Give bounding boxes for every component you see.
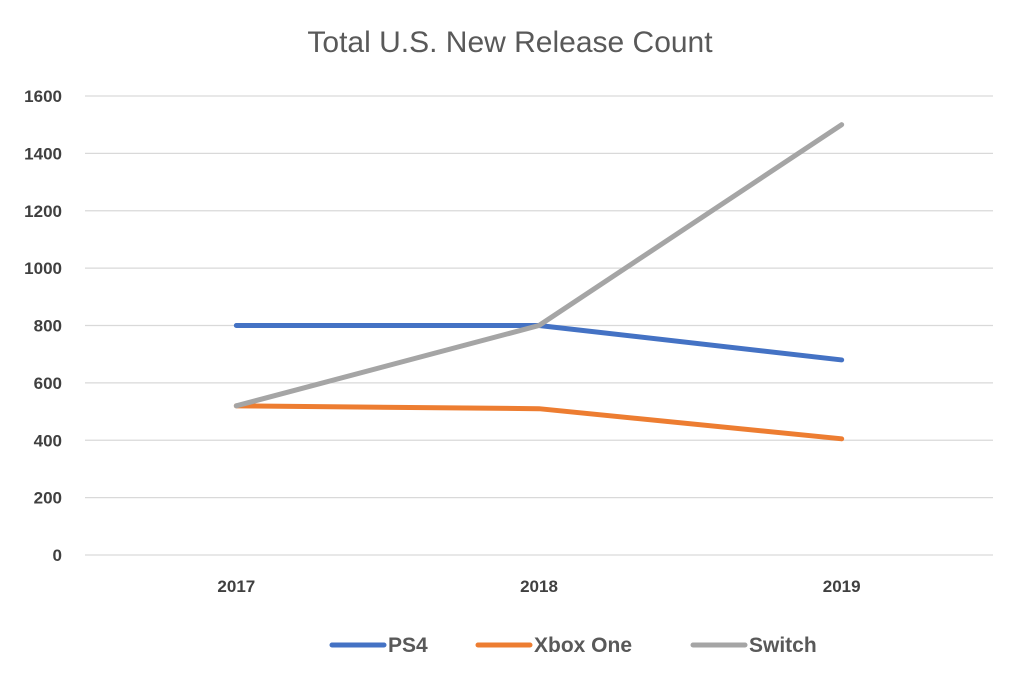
legend-label: Xbox One xyxy=(534,634,632,657)
x-tick-label: 2018 xyxy=(520,577,558,596)
x-tick-label: 2019 xyxy=(823,577,861,596)
legend-item: Xbox One xyxy=(475,634,632,657)
legend-label: PS4 xyxy=(388,634,428,657)
y-tick-label: 1400 xyxy=(24,144,62,163)
series-line-xbox-one xyxy=(233,403,845,442)
y-tick-label: 200 xyxy=(34,489,62,508)
series-line-ps4 xyxy=(233,323,845,363)
y-tick-label: 600 xyxy=(34,374,62,393)
y-tick-label: 0 xyxy=(53,546,62,565)
legend-label: Switch xyxy=(749,634,817,657)
legend-item: PS4 xyxy=(329,634,428,657)
y-tick-label: 800 xyxy=(34,317,62,336)
x-tick-label: 2017 xyxy=(217,577,255,596)
y-tick-label: 400 xyxy=(34,431,62,450)
y-tick-label: 1000 xyxy=(24,259,62,278)
legend-item: Switch xyxy=(690,634,817,657)
y-tick-label: 1600 xyxy=(24,87,62,106)
series-line-switch xyxy=(233,122,845,409)
chart-title: Total U.S. New Release Count xyxy=(307,26,713,59)
y-tick-label: 1200 xyxy=(24,202,62,221)
